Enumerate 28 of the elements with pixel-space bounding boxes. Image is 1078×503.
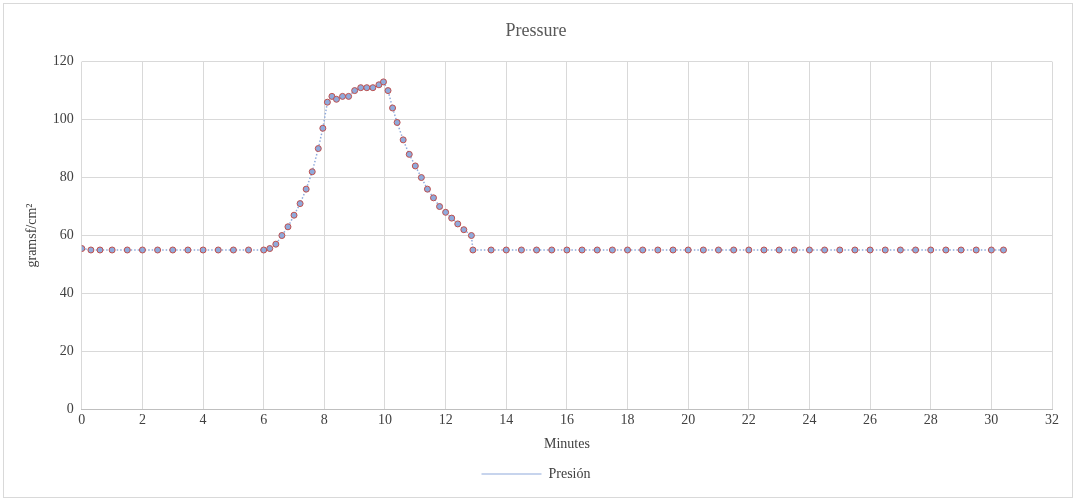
x-tick-label: 2 (138, 412, 146, 428)
x-tick-label: 16 (559, 412, 574, 428)
chart-title: Pressure (505, 19, 567, 40)
y-tick-label: 40 (59, 285, 74, 301)
x-tick-label: 4 (199, 412, 207, 428)
y-tick-label: 0 (66, 401, 74, 417)
x-tick-label: 22 (741, 412, 756, 428)
y-tick-label: 20 (59, 343, 74, 359)
y-tick-label: 100 (52, 111, 74, 127)
x-tick-label: 32 (1045, 412, 1059, 428)
x-tick-label: 0 (78, 412, 86, 428)
x-tick-label: 10 (377, 412, 392, 428)
x-tick-label: 12 (438, 412, 453, 428)
y-axis-title: gramsf/cm² (24, 203, 40, 268)
x-tick-label: 26 (863, 412, 878, 428)
y-tick-label: 120 (52, 53, 74, 69)
x-tick-label: 6 (260, 412, 268, 428)
legend-label: Presión (548, 465, 591, 481)
x-tick-label: 18 (620, 412, 635, 428)
x-tick-label: 30 (984, 412, 999, 428)
x-tick-label: 24 (802, 412, 817, 428)
x-tick-label: 28 (923, 412, 938, 428)
x-tick-label: 14 (499, 412, 514, 428)
y-tick-label: 60 (59, 227, 74, 243)
x-axis-title: Minutes (543, 436, 590, 452)
x-tick-label: 20 (681, 412, 696, 428)
x-tick-label: 8 (320, 412, 328, 428)
y-tick-label: 80 (59, 169, 74, 185)
